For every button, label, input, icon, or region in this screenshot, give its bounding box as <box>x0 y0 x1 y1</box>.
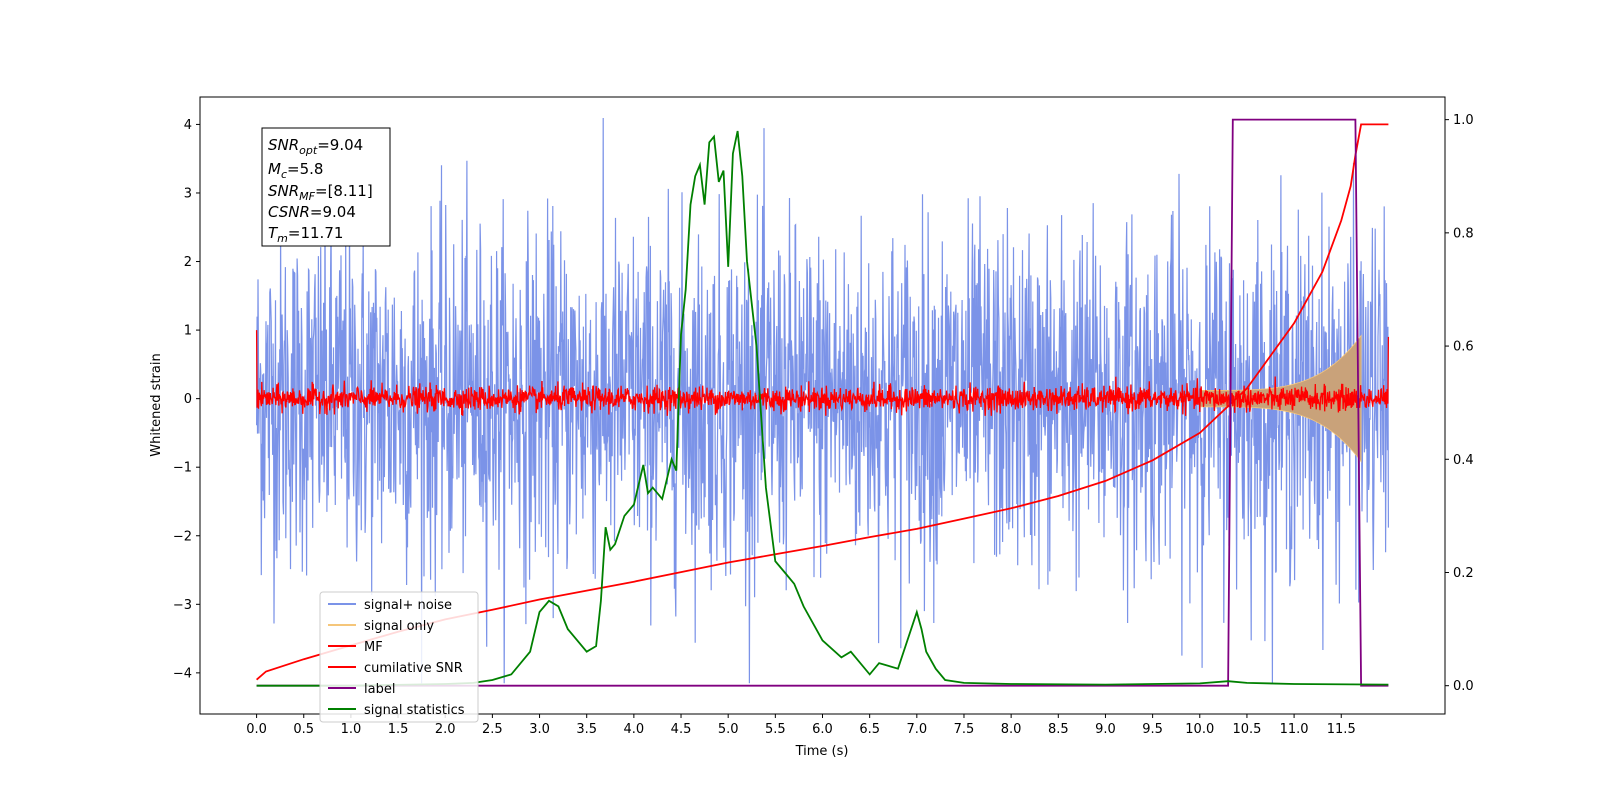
y2-tick-label: 0.4 <box>1453 453 1474 468</box>
x-tick-label: 8.5 <box>1048 722 1069 737</box>
x-tick-label: 9.5 <box>1142 722 1163 737</box>
info-csnr: CSNR=9.04 <box>268 203 356 221</box>
y-tick-label: 3 <box>184 186 192 201</box>
x-tick-label: 3.5 <box>576 722 597 737</box>
y2-tick-label: 0.6 <box>1453 340 1474 355</box>
x-tick-label: 6.0 <box>812 722 833 737</box>
x-tick-label: 6.5 <box>859 722 880 737</box>
x-tick-label: 0.0 <box>246 722 267 737</box>
x-axis-label: Time (s) <box>795 744 849 759</box>
series-label <box>256 118 1389 687</box>
y-tick-label: 0 <box>184 392 192 407</box>
y-tick-label: −4 <box>173 666 192 681</box>
y2-tick-label: 0.8 <box>1453 226 1474 241</box>
x-tick-label: 10.0 <box>1185 722 1214 737</box>
legend-label-cumulative-snr: cumilative SNR <box>364 661 463 676</box>
x-tick-label: 9.0 <box>1095 722 1116 737</box>
legend-frame <box>319 591 479 723</box>
info-snr-mf: SNRMF=[8.11] <box>268 182 373 203</box>
y-tick-label: 2 <box>184 255 192 270</box>
x-tick-label: 2.0 <box>435 722 456 737</box>
x-tick-label: 10.5 <box>1232 722 1261 737</box>
y-tick-label: 1 <box>184 324 192 339</box>
series-signal-noise <box>256 117 1389 684</box>
y2-tick-label: 0.0 <box>1453 679 1474 694</box>
info-snr-opt: SNRopt=9.04 <box>268 136 363 157</box>
legend-label-signal-statistics: signal statistics <box>364 703 465 718</box>
x-tick-label: 11.5 <box>1327 722 1356 737</box>
info-mc: Mc=5.8 <box>268 160 323 181</box>
x-tick-label: 4.0 <box>624 722 645 737</box>
legend-label-signal-noise: signal+ noise <box>364 598 452 613</box>
y2-tick-label: 1.0 <box>1453 113 1474 128</box>
x-tick-label: 5.0 <box>718 722 739 737</box>
y2-tick-label: 0.2 <box>1453 566 1474 581</box>
y-tick-label: −2 <box>173 529 192 544</box>
x-tick-label: 0.5 <box>293 722 314 737</box>
y-tick-label: −1 <box>173 461 192 476</box>
y-axis-label: Whitened strain <box>149 353 164 456</box>
x-tick-label: 1.0 <box>341 722 362 737</box>
legend: signal+ noise signal only MF cumilative … <box>319 591 479 723</box>
x-tick-label: 4.5 <box>671 722 692 737</box>
legend-label-signal-only: signal only <box>364 619 434 634</box>
x-tick-label: 8.0 <box>1001 722 1022 737</box>
info-box: SNRopt=9.04 Mc=5.8 SNRMF=[8.11] CSNR=9.0… <box>261 127 391 247</box>
legend-label-mf: MF <box>364 640 383 655</box>
x-tick-label: 11.0 <box>1280 722 1309 737</box>
legend-label-label: label <box>364 682 395 697</box>
x-tick-label: 5.5 <box>765 722 786 737</box>
x-tick-label: 7.5 <box>954 722 975 737</box>
x-tick-label: 3.0 <box>529 722 550 737</box>
info-tm: Tm=11.71 <box>268 224 343 245</box>
x-tick-label: 7.0 <box>906 722 927 737</box>
x-tick-label: 2.5 <box>482 722 503 737</box>
y-tick-label: −3 <box>173 598 192 613</box>
y-tick-label: 4 <box>184 118 192 133</box>
series-mf <box>255 330 1390 416</box>
x-tick-label: 1.5 <box>388 722 409 737</box>
series-signal-statistics <box>256 130 1389 687</box>
